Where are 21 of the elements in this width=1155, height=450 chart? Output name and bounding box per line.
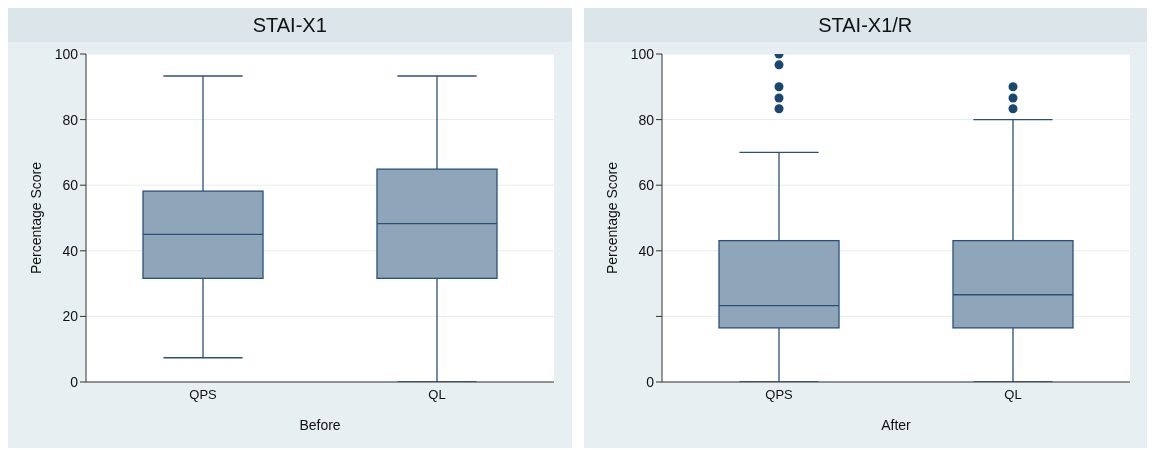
y-tick-label: 80 <box>62 111 79 128</box>
x-axis-title: After <box>880 417 911 433</box>
y-tick-label: 80 <box>637 111 654 128</box>
x-axis-title: Before <box>299 417 341 433</box>
x-tick-label: QPS <box>189 387 218 403</box>
y-tick-label: 100 <box>630 45 654 62</box>
y-tick-label: 100 <box>54 45 79 62</box>
y-tick-label: 20 <box>62 308 79 325</box>
y-axis-title: Percentage Score <box>603 161 620 275</box>
chart-title: STAI-X1 <box>8 8 572 42</box>
x-tick-label: QL <box>428 387 446 403</box>
y-tick-label: 60 <box>62 177 79 194</box>
x-tick-label: QPS <box>764 387 793 403</box>
chart-title: STAI-X1/R <box>583 8 1147 42</box>
y-tick-label: 60 <box>637 177 654 194</box>
y-tick-label: 40 <box>62 242 79 259</box>
y-axis-title: Percentage Score <box>27 161 44 275</box>
y-tick-label: 0 <box>70 373 79 390</box>
x-tick-label: QL <box>1003 387 1022 403</box>
y-tick-label: 0 <box>645 373 654 390</box>
y-tick-label: 40 <box>637 242 654 259</box>
